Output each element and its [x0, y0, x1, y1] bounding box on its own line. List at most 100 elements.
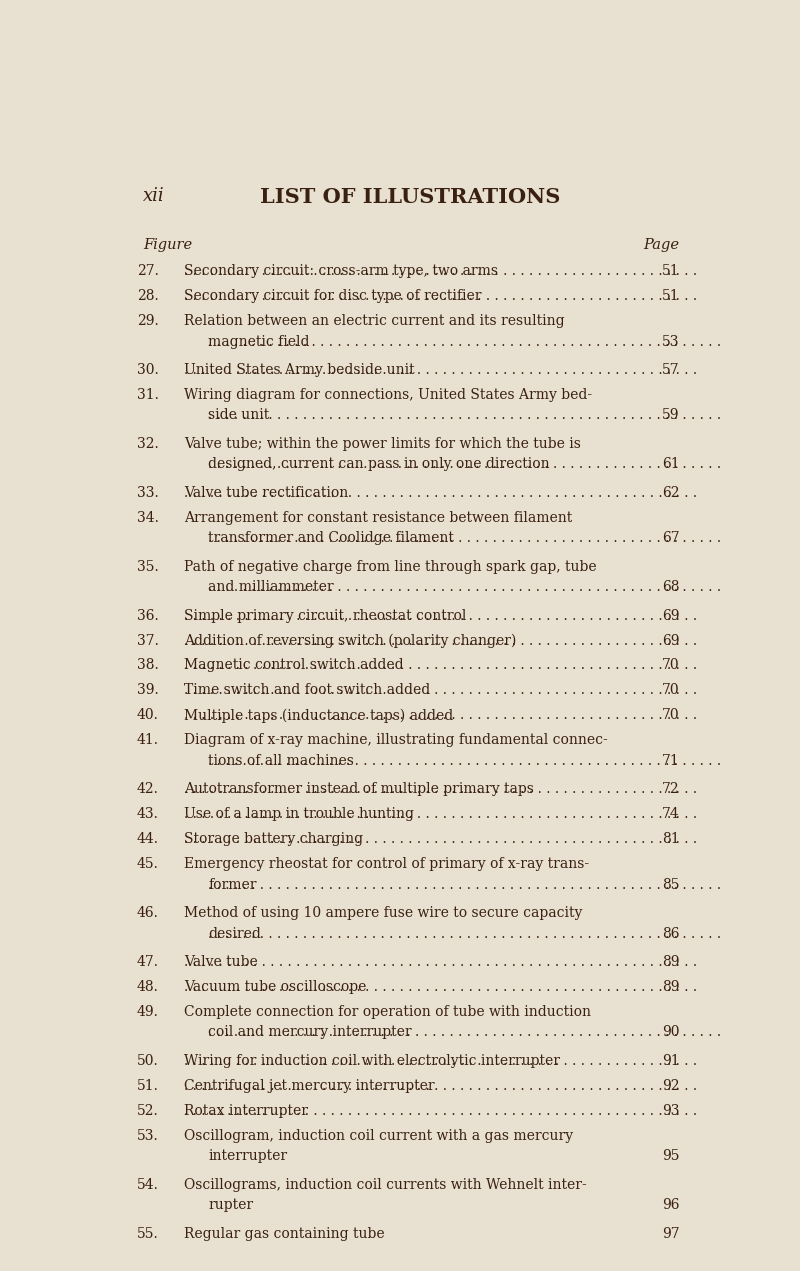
- Text: . . . . . . . . . . . . . . . . . . . . . . . . . . . . . . . . . . . . . . . . : . . . . . . . . . . . . . . . . . . . . …: [184, 807, 697, 821]
- Text: 54.: 54.: [137, 1178, 159, 1192]
- Text: 91: 91: [662, 1054, 680, 1068]
- Text: transformer and Coolidge filament: transformer and Coolidge filament: [209, 531, 454, 545]
- Text: Simple primary circuit, rheostat control: Simple primary circuit, rheostat control: [184, 609, 466, 623]
- Text: 39.: 39.: [137, 684, 159, 698]
- Text: . . . . . . . . . . . . . . . . . . . . . . . . . . . . . . . . . . . . . . . . : . . . . . . . . . . . . . . . . . . . . …: [184, 833, 697, 846]
- Text: 48.: 48.: [137, 980, 159, 994]
- Text: coil and mercury interrupter: coil and mercury interrupter: [209, 1026, 412, 1040]
- Text: 34.: 34.: [137, 511, 159, 525]
- Text: 44.: 44.: [137, 833, 159, 846]
- Text: 59: 59: [662, 408, 680, 422]
- Text: 97: 97: [662, 1227, 680, 1240]
- Text: Complete connection for operation of tube with induction: Complete connection for operation of tub…: [184, 1005, 590, 1019]
- Text: Secondary circuit: cross-arm type, two arms: Secondary circuit: cross-arm type, two a…: [184, 264, 498, 278]
- Text: Arrangement for constant resistance between filament: Arrangement for constant resistance betw…: [184, 511, 572, 525]
- Text: . . . . . . . . . . . . . . . . . . . . . . . . . . . . . . . . . . . . . . . . : . . . . . . . . . . . . . . . . . . . . …: [184, 1103, 697, 1117]
- Text: 46.: 46.: [137, 906, 159, 920]
- Text: . . . . . . . . . . . . . . . . . . . . . . . . . . . . . . . . . . . . . . . . : . . . . . . . . . . . . . . . . . . . . …: [209, 754, 722, 768]
- Text: 35.: 35.: [137, 559, 159, 573]
- Text: 67: 67: [662, 531, 680, 545]
- Text: . . . . . . . . . . . . . . . . . . . . . . . . . . . . . . . . . . . . . . . . : . . . . . . . . . . . . . . . . . . . . …: [184, 609, 697, 623]
- Text: Path of negative charge from line through spark gap, tube: Path of negative charge from line throug…: [184, 559, 596, 573]
- Text: . . . . . . . . . . . . . . . . . . . . . . . . . . . . . . . . . . . . . . . . : . . . . . . . . . . . . . . . . . . . . …: [184, 782, 697, 797]
- Text: . . . . . . . . . . . . . . . . . . . . . . . . . . . . . . . . . . . . . . . . : . . . . . . . . . . . . . . . . . . . . …: [209, 580, 722, 595]
- Text: . . . . . . . . . . . . . . . . . . . . . . . . . . . . . . . . . . . . . . . . : . . . . . . . . . . . . . . . . . . . . …: [184, 684, 697, 698]
- Text: Centrifugal jet mercury interrupter: Centrifugal jet mercury interrupter: [184, 1079, 434, 1093]
- Text: 69: 69: [662, 633, 680, 647]
- Text: Relation between an electric current and its resulting: Relation between an electric current and…: [184, 314, 564, 328]
- Text: LIST OF ILLUSTRATIONS: LIST OF ILLUSTRATIONS: [260, 187, 560, 207]
- Text: 29.: 29.: [137, 314, 159, 328]
- Text: 47.: 47.: [137, 955, 159, 969]
- Text: . . . . . . . . . . . . . . . . . . . . . . . . . . . . . . . . . . . . . . . . : . . . . . . . . . . . . . . . . . . . . …: [184, 289, 697, 302]
- Text: magnetic field: magnetic field: [209, 334, 310, 348]
- Text: 71: 71: [662, 754, 680, 768]
- Text: 36.: 36.: [137, 609, 159, 623]
- Text: 31.: 31.: [137, 388, 159, 402]
- Text: . . . . . . . . . . . . . . . . . . . . . . . . . . . . . . . . . . . . . . . . : . . . . . . . . . . . . . . . . . . . . …: [209, 1199, 722, 1213]
- Text: Secondary circuit for disc type of rectifier: Secondary circuit for disc type of recti…: [184, 289, 482, 302]
- Text: Wiring for induction coil with electrolytic interrupter: Wiring for induction coil with electroly…: [184, 1054, 560, 1068]
- Text: 57: 57: [662, 364, 680, 377]
- Text: 33.: 33.: [137, 486, 159, 500]
- Text: . . . . . . . . . . . . . . . . . . . . . . . . . . . . . . . . . . . . . . . . : . . . . . . . . . . . . . . . . . . . . …: [209, 878, 722, 892]
- Text: Magnetic control switch added: Magnetic control switch added: [184, 658, 403, 672]
- Text: 43.: 43.: [137, 807, 159, 821]
- Text: and milliammeter: and milliammeter: [209, 580, 334, 595]
- Text: . . . . . . . . . . . . . . . . . . . . . . . . . . . . . . . . . . . . . . . . : . . . . . . . . . . . . . . . . . . . . …: [184, 708, 697, 722]
- Text: 42.: 42.: [137, 782, 159, 797]
- Text: Valve tube: Valve tube: [184, 955, 258, 969]
- Text: . . . . . . . . . . . . . . . . . . . . . . . . . . . . . . . . . . . . . . . . : . . . . . . . . . . . . . . . . . . . . …: [184, 1079, 697, 1093]
- Text: . . . . . . . . . . . . . . . . . . . . . . . . . . . . . . . . . . . . . . . . : . . . . . . . . . . . . . . . . . . . . …: [184, 486, 697, 500]
- Text: former: former: [209, 878, 257, 892]
- Text: 45.: 45.: [137, 857, 159, 871]
- Text: 53: 53: [662, 334, 680, 348]
- Text: . . . . . . . . . . . . . . . . . . . . . . . . . . . . . . . . . . . . . . . . : . . . . . . . . . . . . . . . . . . . . …: [209, 334, 722, 348]
- Text: xii: xii: [143, 187, 165, 205]
- Text: 70: 70: [662, 684, 680, 698]
- Text: Figure: Figure: [143, 238, 193, 252]
- Text: interrupter: interrupter: [209, 1149, 288, 1163]
- Text: Autotransformer instead of multiple primary taps: Autotransformer instead of multiple prim…: [184, 782, 534, 797]
- Text: 28.: 28.: [137, 289, 159, 302]
- Text: 32.: 32.: [137, 437, 159, 451]
- Text: 85: 85: [662, 878, 680, 892]
- Text: . . . . . . . . . . . . . . . . . . . . . . . . . . . . . . . . . . . . . . . . : . . . . . . . . . . . . . . . . . . . . …: [209, 408, 722, 422]
- Text: 27.: 27.: [137, 264, 159, 278]
- Text: 68: 68: [662, 580, 680, 595]
- Text: 37.: 37.: [137, 633, 159, 647]
- Text: Wiring diagram for connections, United States Army bed-: Wiring diagram for connections, United S…: [184, 388, 592, 402]
- Text: Time switch and foot switch added: Time switch and foot switch added: [184, 684, 430, 698]
- Text: 51: 51: [662, 289, 680, 302]
- Text: 61: 61: [662, 458, 680, 472]
- Text: side unit: side unit: [209, 408, 270, 422]
- Text: Valve tube; within the power limits for which the tube is: Valve tube; within the power limits for …: [184, 437, 581, 451]
- Text: Multiple taps (inductance taps) added: Multiple taps (inductance taps) added: [184, 708, 453, 723]
- Text: Vacuum tube oscilloscope: Vacuum tube oscilloscope: [184, 980, 366, 994]
- Text: Oscillogram, induction coil current with a gas mercury: Oscillogram, induction coil current with…: [184, 1129, 573, 1143]
- Text: Use of a lamp in trouble hunting: Use of a lamp in trouble hunting: [184, 807, 414, 821]
- Text: 52.: 52.: [137, 1103, 159, 1117]
- Text: Emergency rheostat for control of primary of x-ray trans-: Emergency rheostat for control of primar…: [184, 857, 589, 871]
- Text: Regular gas containing tube: Regular gas containing tube: [184, 1227, 384, 1240]
- Text: Rotax interrupter: Rotax interrupter: [184, 1103, 308, 1117]
- Text: 95: 95: [662, 1149, 680, 1163]
- Text: 51: 51: [662, 264, 680, 278]
- Text: 81: 81: [662, 833, 680, 846]
- Text: . . . . . . . . . . . . . . . . . . . . . . . . . . . . . . . . . . . . . . . . : . . . . . . . . . . . . . . . . . . . . …: [184, 1227, 697, 1240]
- Text: 89: 89: [662, 955, 680, 969]
- Text: . . . . . . . . . . . . . . . . . . . . . . . . . . . . . . . . . . . . . . . . : . . . . . . . . . . . . . . . . . . . . …: [184, 955, 697, 969]
- Text: . . . . . . . . . . . . . . . . . . . . . . . . . . . . . . . . . . . . . . . . : . . . . . . . . . . . . . . . . . . . . …: [184, 1054, 697, 1068]
- Text: Valve tube rectification: Valve tube rectification: [184, 486, 348, 500]
- Text: 70: 70: [662, 708, 680, 722]
- Text: 49.: 49.: [137, 1005, 159, 1019]
- Text: 50.: 50.: [137, 1054, 159, 1068]
- Text: 51.: 51.: [137, 1079, 159, 1093]
- Text: 38.: 38.: [137, 658, 159, 672]
- Text: Storage battery charging: Storage battery charging: [184, 833, 363, 846]
- Text: . . . . . . . . . . . . . . . . . . . . . . . . . . . . . . . . . . . . . . . . : . . . . . . . . . . . . . . . . . . . . …: [184, 633, 697, 647]
- Text: tions of all machines: tions of all machines: [209, 754, 354, 768]
- Text: Diagram of x-ray machine, illustrating fundamental connec-: Diagram of x-ray machine, illustrating f…: [184, 733, 607, 747]
- Text: Page: Page: [644, 238, 680, 252]
- Text: 62: 62: [662, 486, 680, 500]
